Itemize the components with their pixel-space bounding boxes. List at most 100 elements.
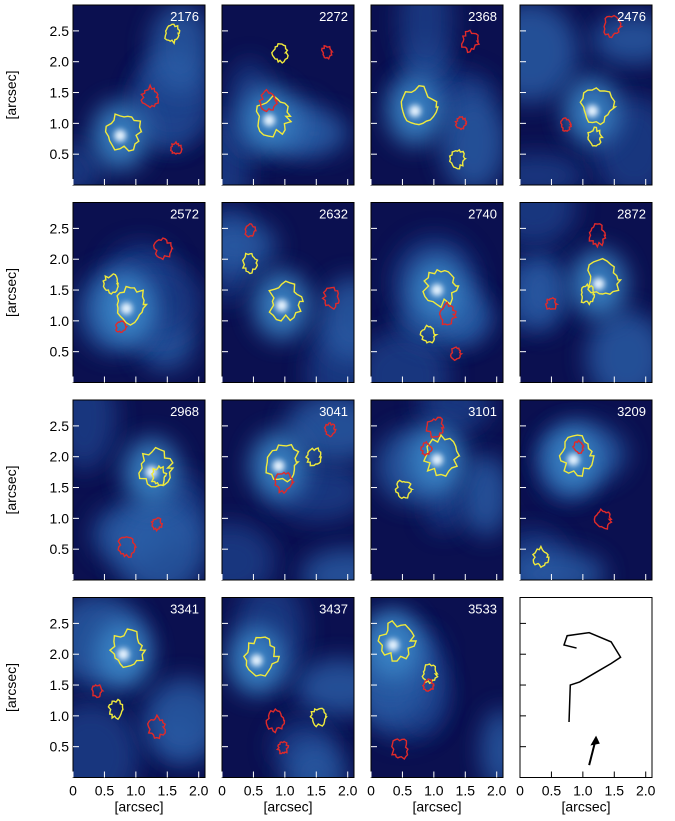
- intensity-cloud: [295, 659, 384, 716]
- panel: [185, 393, 392, 602]
- bright-point: [409, 105, 421, 117]
- panel-label: 3437: [319, 602, 348, 617]
- intensity-cloud: [481, 709, 523, 791]
- panel: [520, 598, 652, 778]
- x-tick-label: 2.0: [338, 783, 358, 799]
- y-tick-label: 1.5: [50, 282, 70, 298]
- panel-label: 3101: [468, 404, 497, 419]
- bright-point: [586, 105, 598, 117]
- panel: [499, 400, 652, 598]
- figure: 2176 0.5 1.0 1.5 2.0 2.5 [arcsec] 2272 2368 2476 2…: [0, 0, 675, 816]
- bright-point: [251, 654, 263, 666]
- x-tick-label: 2.0: [487, 783, 507, 799]
- y-tick-label: 1.5: [50, 677, 70, 693]
- x-tick-label: 1.0: [573, 783, 593, 799]
- x-tick-label: 0.5: [95, 783, 115, 799]
- intensity-cloud: [197, 218, 277, 274]
- panel-label: 2632: [319, 207, 348, 222]
- y-tick-label: 2.0: [50, 54, 70, 70]
- panel-label: 3533: [468, 602, 497, 617]
- panel: [482, 2, 675, 199]
- y-tick-label: 0.5: [50, 739, 70, 755]
- x-tick-label: 1.5: [456, 783, 476, 799]
- intensity-cloud: [515, 254, 566, 331]
- bright-point: [431, 454, 443, 466]
- panel-label: 3041: [319, 404, 348, 419]
- y-tick-label: 0.5: [50, 541, 70, 557]
- intensity-cloud: [441, 93, 507, 193]
- y-tick-label: 0.5: [50, 146, 70, 162]
- y-tick-label: 2.0: [50, 646, 70, 662]
- y-tick-label: 2.5: [50, 23, 70, 39]
- x-tick-label: 0.5: [542, 783, 562, 799]
- y-tick-label: 0.5: [50, 344, 70, 360]
- panel: [355, 203, 503, 421]
- y-tick-label: 1.0: [50, 510, 70, 526]
- bright-point: [146, 466, 158, 478]
- panel: [348, 598, 522, 792]
- y-tick-label: 1.0: [50, 115, 70, 131]
- y-tick-label: 2.0: [50, 251, 70, 267]
- panel: [222, 577, 384, 807]
- y-axis-label: [arcsec]: [3, 465, 19, 514]
- y-tick-label: 1.5: [50, 480, 70, 496]
- y-tick-label: 2.0: [50, 449, 70, 465]
- x-tick-label: 1.0: [424, 783, 444, 799]
- x-tick-label: 0.5: [393, 783, 413, 799]
- bright-point: [431, 284, 443, 296]
- x-tick-label: 2.0: [636, 783, 656, 799]
- y-axis-label: [arcsec]: [3, 663, 19, 712]
- bright-point: [114, 130, 126, 142]
- panel-background: [520, 598, 652, 778]
- x-tick-label: 1.0: [275, 783, 295, 799]
- y-axis-label: [arcsec]: [3, 268, 19, 317]
- panel-label: 2176: [170, 9, 199, 24]
- x-axis-label: [arcsec]: [263, 799, 312, 815]
- x-axis-label: [arcsec]: [412, 799, 461, 815]
- panel-label: 2368: [468, 9, 497, 24]
- bright-point: [567, 454, 579, 466]
- y-tick-label: 1.0: [50, 313, 70, 329]
- panel: [371, 0, 507, 192]
- x-tick-label: 0.5: [244, 783, 264, 799]
- intensity-cloud: [587, 311, 667, 403]
- panel: [197, 203, 384, 422]
- x-tick-label: 1.5: [605, 783, 625, 799]
- panel-label: 2272: [319, 9, 348, 24]
- intensity-cloud: [144, 678, 225, 763]
- bright-point: [387, 639, 399, 651]
- panel: [42, 593, 224, 809]
- panel: [44, 4, 213, 198]
- x-tick-label: 0: [69, 783, 77, 799]
- y-tick-label: 2.5: [50, 220, 70, 236]
- panel-label: 2476: [617, 9, 646, 24]
- bright-point: [117, 648, 129, 660]
- bright-point: [120, 303, 132, 315]
- panel-label: 2572: [170, 207, 199, 222]
- x-axis-label: [arcsec]: [114, 799, 163, 815]
- x-tick-label: 1.5: [158, 783, 178, 799]
- intensity-cloud: [507, 550, 606, 598]
- x-tick-label: 0: [516, 783, 524, 799]
- panel-label: 2872: [617, 207, 646, 222]
- y-tick-label: 1.5: [50, 85, 70, 101]
- y-tick-label: 2.5: [50, 418, 70, 434]
- bright-point: [263, 114, 275, 126]
- bright-point: [273, 460, 285, 472]
- x-tick-label: 2.0: [189, 783, 209, 799]
- y-tick-label: 1.0: [50, 708, 70, 724]
- intensity-cloud: [113, 498, 208, 598]
- y-tick-label: 2.5: [50, 615, 70, 631]
- panel-label: 3341: [170, 602, 199, 617]
- panel-label: 2968: [170, 404, 199, 419]
- bright-point: [276, 299, 288, 311]
- x-axis-label: [arcsec]: [561, 799, 610, 815]
- panel-label: 3209: [617, 404, 646, 419]
- panel: [73, 203, 205, 383]
- x-tick-label: 1.0: [126, 783, 146, 799]
- panel-label: 2740: [468, 207, 497, 222]
- x-tick-label: 1.5: [307, 783, 327, 799]
- x-tick-label: 0: [367, 783, 375, 799]
- bright-point: [593, 278, 605, 290]
- x-tick-label: 0: [218, 783, 226, 799]
